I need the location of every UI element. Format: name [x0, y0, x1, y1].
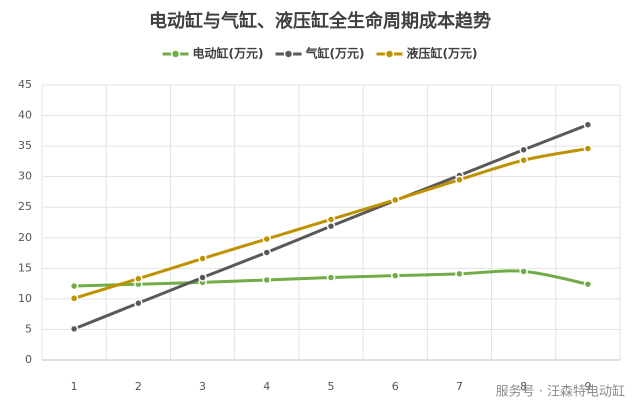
point [455, 175, 464, 184]
point [69, 324, 79, 334]
point [519, 155, 528, 165]
point [326, 221, 336, 231]
x-tick-label: 3 [199, 380, 206, 393]
legend-label: 电动缸(万元) [193, 46, 264, 61]
y-tick-label: 35 [18, 139, 32, 152]
x-tick-label: 8 [520, 380, 527, 393]
x-tick-label: 4 [263, 380, 270, 393]
x-tick-label: 1 [71, 380, 78, 393]
x-tick-label: 7 [456, 380, 463, 393]
point [326, 273, 336, 282]
watermark: 服务号 · 汪森特电动缸 [496, 384, 625, 400]
y-tick-label: 20 [18, 231, 32, 244]
x-tick-label: 5 [328, 380, 335, 393]
y-tick-label: 5 [25, 322, 32, 335]
point [583, 279, 593, 289]
point [134, 274, 143, 283]
point [69, 294, 79, 303]
legend: 电动缸(万元) 气缸(万元) 液压缸(万元) [162, 46, 477, 61]
point [326, 215, 336, 224]
point [583, 144, 593, 153]
chart-title: 电动缸与气缸、液压缸全生命周期成本趋势 [149, 10, 491, 32]
point [519, 267, 528, 276]
point [262, 275, 272, 285]
y-tick-label: 10 [18, 292, 32, 305]
y-tick-label: 30 [18, 170, 32, 183]
point [390, 195, 400, 205]
y-tick-label: 45 [18, 78, 32, 91]
point [390, 271, 400, 280]
point [198, 254, 207, 263]
y-tick-label: 40 [18, 109, 32, 122]
point [134, 298, 143, 308]
y-tick-label: 15 [18, 261, 32, 274]
point [198, 273, 207, 282]
legend-label: 液压缸(万元) [406, 46, 477, 61]
legend-marker [170, 49, 181, 59]
legend-label: 气缸(万元) [305, 46, 365, 61]
x-tick-label: 6 [392, 380, 399, 393]
point [262, 248, 272, 257]
point [583, 120, 593, 129]
point [262, 234, 272, 244]
x-tick-label: 9 [584, 380, 591, 393]
x-tick-label: 2 [135, 380, 142, 393]
point [519, 145, 528, 155]
legend-marker [384, 49, 395, 59]
point [455, 269, 464, 279]
legend-marker [283, 49, 294, 59]
y-tick-label: 0 [25, 353, 32, 366]
point [69, 281, 79, 291]
y-tick-label: 25 [18, 200, 32, 213]
